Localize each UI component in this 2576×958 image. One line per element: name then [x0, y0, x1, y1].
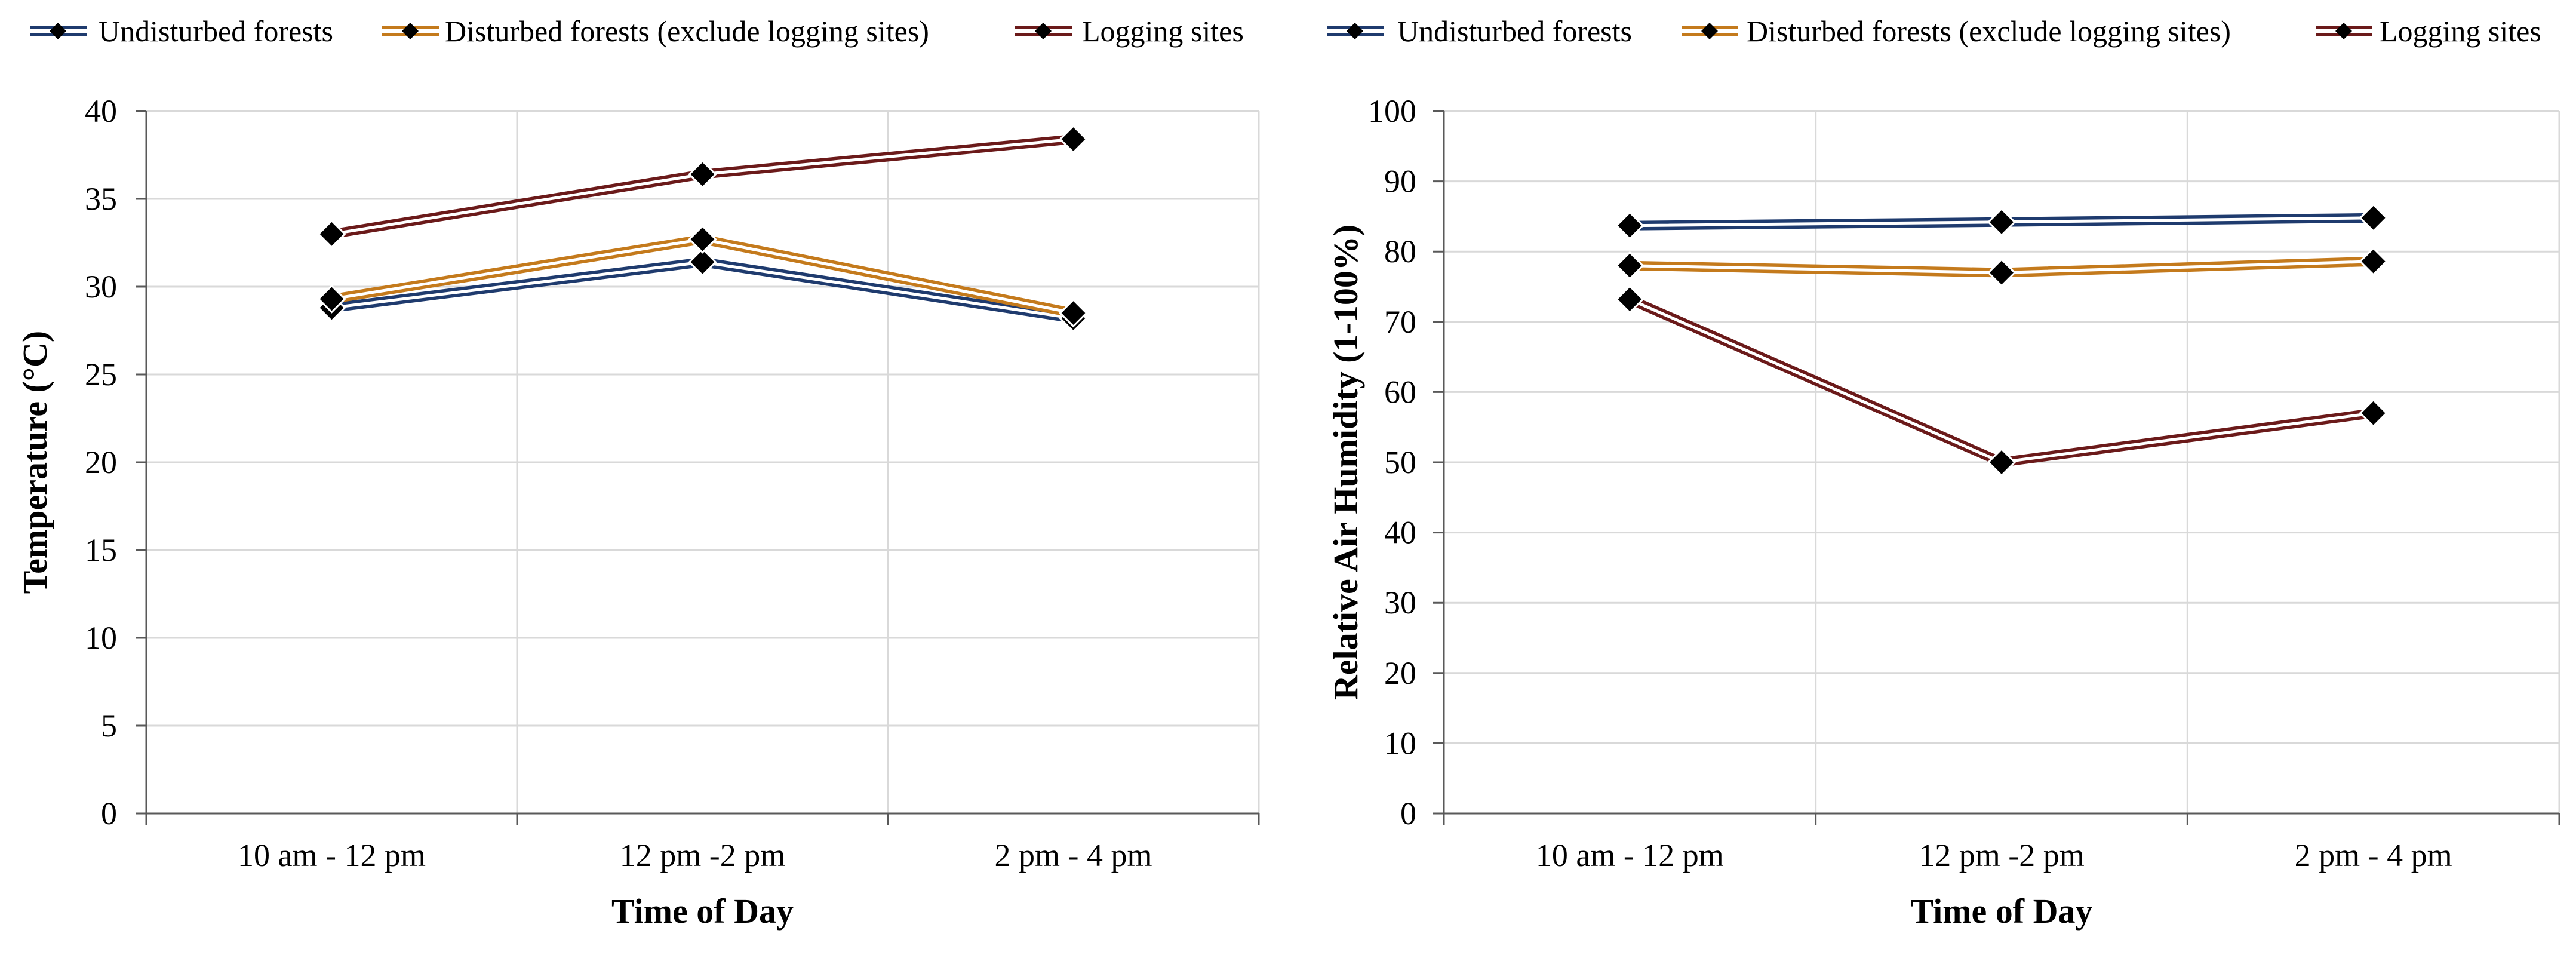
y-tick-label: 35: [85, 181, 117, 217]
legend-marker-undisturbed: [1347, 23, 1363, 39]
legend-marker-disturbed: [1701, 23, 1718, 39]
legend-label-undisturbed: Undisturbed forests: [1397, 14, 1632, 48]
legend-item-disturbed: Disturbed forests (exclude logging sites…: [1682, 14, 2231, 48]
data-point-logging-1: [688, 159, 717, 189]
legend-item-undisturbed: Undisturbed forests: [1327, 14, 1632, 48]
y-tick-label: 80: [1384, 234, 1416, 269]
legend-item-logging: Logging sites: [1015, 14, 1244, 48]
y-axis-title: Relative Air Humidity (1-100%): [1326, 225, 1365, 700]
data-point-logging-1: [1987, 447, 2016, 477]
y-tick-label: 90: [1384, 164, 1416, 199]
y-tick-label: 30: [1384, 585, 1416, 621]
series-line-inner-logging: [1628, 297, 2375, 464]
legend-item-disturbed: Disturbed forests (exclude logging sites…: [382, 14, 929, 48]
legend-label-disturbed: Disturbed forests (exclude logging sites…: [1747, 14, 2231, 48]
data-point-disturbed-2: [2359, 247, 2388, 276]
y-axis-title: Temperature (°C): [16, 331, 54, 594]
series-disturbed: [1615, 247, 2388, 287]
y-tick-label: 50: [1384, 444, 1416, 480]
legend-item-logging: Logging sites: [2316, 14, 2541, 48]
y-tick-label: 25: [85, 357, 117, 392]
data-point-disturbed-0: [1615, 251, 1644, 280]
x-tick-label: 2 pm - 4 pm: [2295, 837, 2452, 873]
y-tick-label: 20: [1384, 655, 1416, 691]
legend-label-undisturbed: Undisturbed forests: [99, 14, 333, 48]
legend-marker-disturbed: [402, 23, 419, 39]
data-point-undisturbed-1: [688, 247, 717, 277]
y-tick-label: 10: [1384, 725, 1416, 761]
legend-label-logging: Logging sites: [1082, 14, 1244, 48]
x-tick-label: 10 am - 12 pm: [238, 837, 426, 873]
y-tick-label: 30: [85, 269, 117, 305]
x-axis-title: Time of Day: [611, 892, 794, 931]
temperature-chart: Undisturbed forests Disturbed forests (ex…: [16, 14, 1260, 931]
y-tick-label: 60: [1384, 374, 1416, 410]
y-tick-label: 15: [85, 532, 117, 568]
data-point-disturbed-1: [688, 225, 717, 254]
y-tick-label: 5: [101, 708, 117, 744]
data-point-undisturbed-1: [1987, 207, 2016, 237]
y-tick-label: 0: [1400, 796, 1416, 831]
data-point-logging-2: [1059, 124, 1088, 154]
legend-marker-undisturbed: [50, 23, 66, 39]
x-tick-label: 12 pm -2 pm: [1919, 837, 2085, 873]
data-point-disturbed-0: [317, 284, 346, 314]
y-tick-label: 70: [1384, 304, 1416, 340]
data-point-undisturbed-0: [1615, 211, 1644, 240]
x-tick-label: 2 pm - 4 pm: [995, 837, 1152, 873]
y-tick-label: 100: [1368, 93, 1416, 129]
legend-marker-logging: [2335, 23, 2352, 39]
series-logging: [317, 124, 1088, 248]
y-tick-label: 10: [85, 620, 117, 656]
data-point-disturbed-1: [1987, 258, 2016, 287]
legend-marker-logging: [1035, 23, 1052, 39]
legend-label-disturbed: Disturbed forests (exclude logging sites…: [445, 14, 929, 48]
data-point-disturbed-2: [1059, 298, 1088, 328]
data-point-logging-2: [2359, 398, 2388, 428]
series-undisturbed: [1615, 203, 2388, 240]
legend-item-undisturbed: Undisturbed forests: [30, 14, 333, 48]
y-tick-label: 40: [85, 93, 117, 129]
legend-label-logging: Logging sites: [2380, 14, 2541, 48]
data-point-undisturbed-2: [2359, 203, 2388, 232]
series-disturbed: [317, 225, 1088, 328]
y-tick-label: 0: [101, 796, 117, 831]
data-point-logging-0: [317, 219, 346, 248]
series-line-logging: [1625, 294, 2378, 467]
x-axis-title: Time of Day: [1910, 892, 2092, 931]
data-point-logging-0: [1615, 285, 1644, 314]
y-tick-label: 20: [85, 444, 117, 480]
series-logging: [1615, 285, 2388, 477]
x-tick-label: 10 am - 12 pm: [1536, 837, 1724, 873]
x-tick-label: 12 pm -2 pm: [620, 837, 786, 873]
y-tick-label: 40: [1384, 515, 1416, 551]
humidity-chart: Undisturbed forests Disturbed forests (ex…: [1326, 14, 2560, 931]
